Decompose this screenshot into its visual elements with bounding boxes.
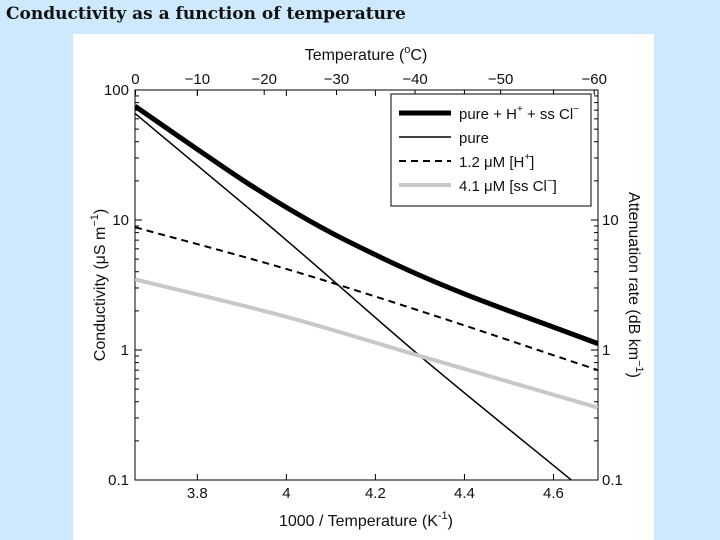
- x-tick-label-3: 4.4: [454, 485, 475, 502]
- figure-panel: 3.8 4 4.2 4.4 4.6 0 −10 −20 −30 −40 −50 −60 0.1 1 10 10…: [73, 34, 654, 540]
- y-axis-title-sup: −1: [89, 214, 101, 227]
- legend-label-part: pure + H: [459, 106, 517, 123]
- legend-label-2: 1.2 μM [H+]: [459, 152, 534, 171]
- legend-label-part: pure: [459, 130, 489, 147]
- x-axis-title-close: ): [448, 513, 453, 530]
- series-line-1: [135, 112, 572, 480]
- legend-label-part: 4.1 μM [ss Cl: [459, 178, 547, 195]
- x2-tick-label-0: 0: [131, 71, 139, 88]
- y2-axis-title-close: ): [625, 373, 642, 378]
- x-tick-label-1: 4: [282, 485, 290, 502]
- legend-label-3: 4.1 μM [ss Cl−]: [459, 176, 557, 195]
- x2-tick-label-2: −20: [251, 71, 276, 88]
- x2-axis-title: Temperature (oC): [305, 44, 428, 64]
- y2-tick-label-2: 10: [602, 212, 619, 229]
- x-axis-title: 1000 / Temperature (K-1): [279, 510, 453, 530]
- y-tick-label-1: 1: [121, 342, 129, 359]
- x2-axis-title-sup: o: [404, 44, 410, 56]
- legend-label-part: ]: [530, 154, 534, 171]
- legend-label-part: + ss Cl: [523, 106, 573, 123]
- x-tick-label-2: 4.2: [365, 485, 386, 502]
- x2-tick-label-6: −60: [582, 71, 607, 88]
- y-tick-label-2: 10: [112, 212, 129, 229]
- x2-tick-label-3: −30: [324, 71, 349, 88]
- y2-axis-title-text: Attenuation rate (dB km: [625, 192, 642, 360]
- legend-label-part: +: [517, 104, 523, 115]
- slide-title: Conductivity as a function of temperatur…: [6, 4, 406, 24]
- y2-tick-label-0: 0.1: [602, 472, 623, 489]
- series-layer: [135, 104, 598, 480]
- legend-label-part: 1.2 μM [H: [459, 154, 524, 171]
- legend-label-part: −: [573, 104, 579, 115]
- y2-axis-title-sup: −1: [633, 360, 645, 373]
- series-line-2: [135, 226, 598, 372]
- x2-tick-label-5: −50: [488, 71, 513, 88]
- legend-label-1: pure: [459, 130, 489, 147]
- conductivity-chart: 3.8 4 4.2 4.4 4.60 −10 −20 −30 −40 −50 −600.111010…: [89, 44, 645, 530]
- legend-label-part: +: [524, 152, 530, 163]
- x-axis-title-sup: -1: [438, 510, 448, 522]
- legend-label-0: pure + H+ + ss Cl−: [459, 104, 579, 123]
- x2-axis-title-text: Temperature (: [305, 47, 405, 64]
- y-axis-title: Conductivity (μS m−1): [89, 209, 109, 361]
- y-tick-label-0: 0.1: [108, 472, 129, 489]
- y-tick-label-3: 100: [104, 82, 129, 99]
- y-axis-title-close: ): [92, 209, 109, 214]
- ticks-layer: 3.8 4 4.2 4.4 4.60 −10 −20 −30 −40 −50 −600.111010…: [104, 71, 623, 502]
- series-line-0: [135, 104, 598, 346]
- legend-label-part: −: [547, 176, 553, 187]
- x2-tick-label-4: −40: [402, 71, 427, 88]
- series-line-3: [135, 277, 598, 410]
- y2-tick-label-1: 1: [602, 342, 610, 359]
- y2-axis-title: Attenuation rate (dB km−1): [625, 192, 645, 378]
- x2-tick-label-1: −10: [185, 71, 210, 88]
- x-tick-label-4: 4.6: [543, 485, 564, 502]
- x-tick-label-0: 3.8: [187, 485, 208, 502]
- legend-label-part: ]: [553, 178, 557, 195]
- x-axis-title-text: 1000 / Temperature (K: [279, 513, 438, 530]
- y-axis-title-text: Conductivity (μS m: [92, 227, 109, 362]
- x2-axis-title-close: C): [410, 47, 427, 64]
